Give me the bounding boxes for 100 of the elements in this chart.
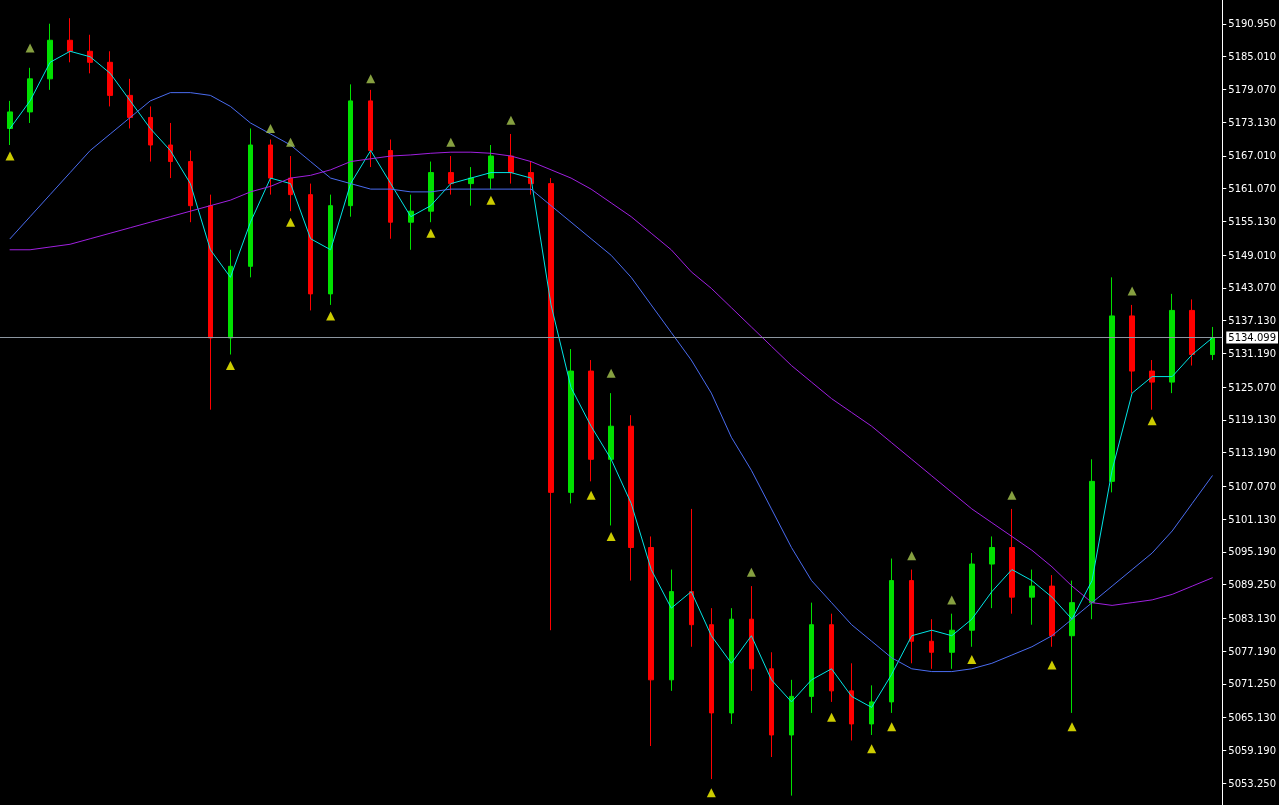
y-tick-label: 5149.010 [1228,249,1276,261]
candlestick [87,34,93,74]
y-tick-label: 5190.950 [1228,18,1276,30]
candlestick [729,607,734,725]
y-tick-label: 5161.070 [1228,183,1276,195]
candlestick [689,508,694,648]
candlestick [47,23,53,91]
candlestick [508,133,514,185]
candlestick [1149,359,1155,411]
candlestick [588,359,594,482]
candlestick [428,161,434,223]
candlestick [648,535,654,747]
y-tick-label: 5107.070 [1228,480,1276,492]
candlestick [1049,574,1055,648]
y-tick-label: 5185.010 [1228,51,1276,63]
candlestick [148,105,153,163]
point [286,217,296,227]
candlestick [208,194,213,411]
candlestick [228,249,233,356]
candlestick [488,144,494,190]
y-tick-label: 5053.250 [1228,777,1276,789]
point [506,115,516,125]
candlestick [989,535,995,609]
point [606,368,616,378]
candlestick [849,662,854,741]
candlestick [168,122,173,179]
y-tick-label: 5131.190 [1228,347,1276,359]
y-tick-label: 5065.130 [1228,712,1276,724]
candlestick [1210,326,1215,361]
candlestick [548,177,554,631]
candlestick [889,558,894,714]
candlestick [669,569,674,692]
y-tick-label: 5173.130 [1228,116,1276,128]
y-tick-label: 5113.190 [1228,447,1276,459]
point [586,490,596,500]
y-tick-label: 5089.250 [1228,579,1276,591]
line-series [9,151,1213,606]
candlestick [107,50,113,107]
point [1147,416,1157,426]
point [967,654,977,664]
candlestick [789,679,794,797]
candlestick [348,83,353,218]
candlestick [448,155,454,196]
candlestick [328,194,333,306]
candlestick [949,613,955,670]
candlestick [628,414,634,582]
candlestick [568,348,574,504]
candlestick [408,194,414,251]
candlestick [388,139,393,240]
point [827,712,837,722]
point [446,137,456,147]
candlestick [1029,569,1035,626]
candlestick [769,651,774,758]
y-tick-label: 5095.190 [1228,546,1276,558]
candlestick [188,150,193,223]
y-tick-label: 5071.250 [1228,678,1276,690]
point [1007,490,1017,500]
candlestick [909,569,914,664]
y-tick-label: 5179.070 [1228,83,1276,95]
point [606,531,616,541]
candlestick [268,139,273,196]
candlestick [1089,458,1095,620]
candlestick [709,607,714,780]
candlestick [1069,580,1075,714]
point [1067,722,1077,732]
candlestick [67,17,73,63]
point [5,151,15,161]
y-tick-label: 5101.130 [1228,513,1276,525]
y-tick-label: 5119.130 [1228,414,1276,426]
y-tick-label: 5137.130 [1228,315,1276,327]
candlestick [869,684,874,736]
candlestick [7,100,13,146]
point [225,361,235,371]
y-tick-label: 5155.130 [1228,215,1276,227]
candlestick [1129,304,1135,394]
candlestick [1109,276,1115,493]
point [746,567,756,577]
candlestick [468,166,474,207]
point [1127,286,1137,296]
candlestick [969,552,975,648]
candlestick [809,602,814,714]
ref-line-label: 5134.099 [1228,331,1276,343]
candlestick [27,67,33,124]
point [266,123,276,133]
y-tick-label: 5059.190 [1228,744,1276,756]
candlestick [368,89,373,168]
candlestick [749,585,754,692]
candlestick [608,392,614,526]
y-tick-label: 5083.130 [1228,612,1276,624]
point [426,228,436,238]
candlestick [829,613,834,703]
y-tick-label: 5167.010 [1228,150,1276,162]
candlestick [1009,508,1015,615]
candlestick [1169,293,1175,394]
y-tick-label: 5077.190 [1228,645,1276,657]
candlestick [248,127,253,278]
candlestick [929,618,934,670]
y-tick-label: 5125.070 [1228,381,1276,393]
point [286,137,296,147]
y-tick-label: 5143.070 [1228,282,1276,294]
